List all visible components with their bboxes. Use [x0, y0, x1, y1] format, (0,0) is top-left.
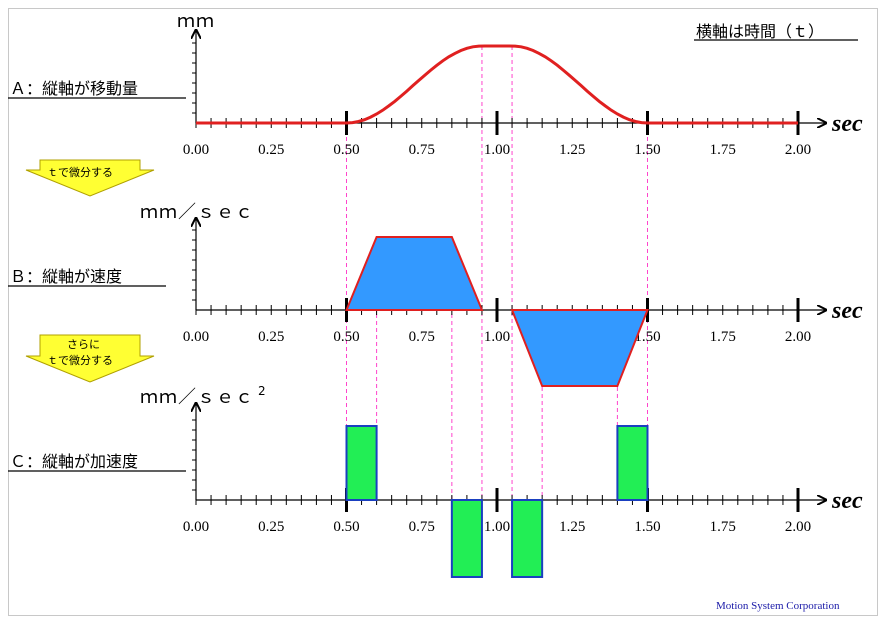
- section-c-label: Ｃ：縦軸が加速度: [10, 452, 138, 471]
- position-curve: [196, 44, 798, 125]
- acceleration-tick-label: 0.25: [258, 519, 284, 535]
- unit-c-superscript: 2: [258, 384, 267, 398]
- velocity-tick-label: 0.50: [333, 329, 359, 345]
- position-tick-label: 0.50: [333, 142, 359, 158]
- acceleration-tick-label: 0.50: [333, 519, 359, 535]
- acceleration-tick-label: 0.75: [409, 519, 435, 535]
- position-x-unit: sec: [831, 111, 863, 137]
- velocity-decel-phase: [510, 309, 649, 387]
- position-tick-label: 2.00: [785, 142, 811, 158]
- differentiate-arrow-2-line1: さらに: [67, 338, 100, 351]
- unit-b: ｍｍ／ｓｅｃ: [140, 202, 254, 223]
- acceleration-bar: [450, 499, 483, 578]
- velocity-tick-label: 1.75: [710, 329, 736, 345]
- position-graph: 0.00 0.25 0.50 0.75 1.00 1.25 1.50 1.75 2.00 sec: [183, 30, 863, 158]
- velocity-tick-label: 0.75: [409, 329, 435, 345]
- acceleration-bar: [345, 425, 378, 501]
- section-b-label: Ｂ：縦軸が速度: [10, 267, 122, 286]
- velocity-tick-label: 0.25: [258, 329, 284, 345]
- differentiate-arrow-2-line2: ｔで微分する: [47, 353, 113, 367]
- position-tick-label: 1.50: [634, 142, 660, 158]
- position-tick-label: 0.75: [409, 142, 435, 158]
- velocity-x-unit: sec: [831, 298, 863, 324]
- acceleration-tick-label: 0.00: [183, 519, 209, 535]
- unit-c-main: ｍｍ／ｓｅｃ: [140, 387, 254, 408]
- velocity-tick-label: 0.00: [183, 329, 209, 345]
- position-tick-label: 1.75: [710, 142, 736, 158]
- velocity-tick-label: 1.00: [484, 329, 510, 345]
- acceleration-bar: [616, 425, 649, 501]
- velocity-tick-label: 2.00: [785, 329, 811, 345]
- position-tick-label: 1.25: [559, 142, 585, 158]
- diagram-frame: [8, 8, 878, 616]
- acceleration-tick-label: 1.25: [559, 519, 585, 535]
- time-axis-title: 横軸は時間（ｔ）: [696, 22, 824, 41]
- differentiate-arrow-1-text: ｔで微分する: [47, 165, 113, 179]
- differentiate-arrow-1: ｔで微分する: [25, 159, 155, 197]
- position-tick-label: 1.00: [484, 142, 510, 158]
- unit-c: ｍｍ／ｓｅｃ 2: [140, 384, 267, 408]
- velocity-tick-label: 1.50: [634, 329, 660, 345]
- acceleration-tick-label: 1.50: [634, 519, 660, 535]
- differentiate-arrow-2: さらに ｔで微分する: [25, 334, 155, 383]
- section-a-label: Ａ：縦軸が移動量: [10, 79, 138, 98]
- position-tick-label: 0.00: [183, 142, 209, 158]
- position-tick-label: 0.25: [258, 142, 284, 158]
- acceleration-tick-label: 1.75: [710, 519, 736, 535]
- company-footer: Motion System Corporation: [716, 600, 840, 612]
- acceleration-tick-label: 1.00: [484, 519, 510, 535]
- acceleration-tick-label: 2.00: [785, 519, 811, 535]
- unit-a: ｍｍ: [177, 11, 215, 32]
- acceleration-graph: 0.00 0.25 0.50 0.75 1.00 1.25 1.50 1.75 2.00 sec: [183, 403, 863, 578]
- acceleration-bar: [511, 499, 544, 578]
- acceleration-x-unit: sec: [831, 488, 863, 514]
- velocity-accel-phase: [345, 236, 484, 311]
